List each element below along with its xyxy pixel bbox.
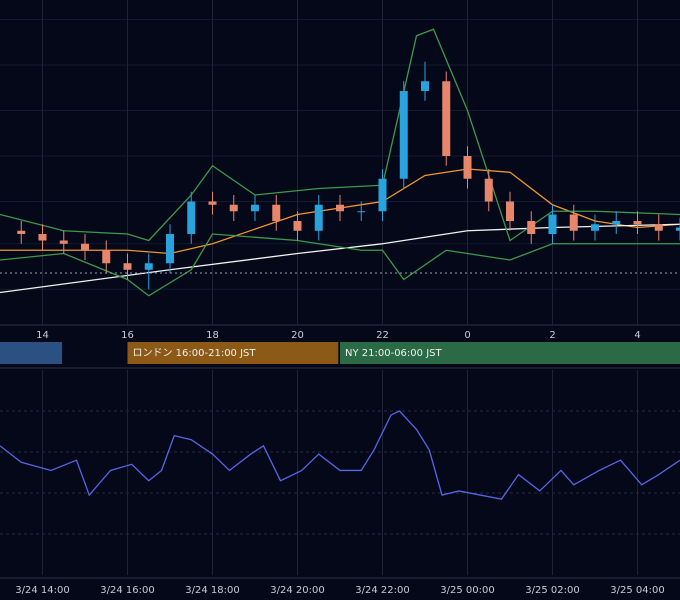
session-bar — [0, 342, 63, 364]
candle-body — [463, 156, 472, 179]
candle-body — [378, 178, 387, 212]
x-tick-label: 14 — [36, 330, 49, 341]
candle-body — [208, 201, 217, 205]
session-label: NY 21:00-06:00 JST — [345, 348, 442, 359]
candle-body — [399, 91, 408, 179]
candle-body — [676, 227, 680, 231]
candle-body — [272, 204, 281, 221]
x-tick-label: 22 — [376, 330, 389, 341]
candle-body — [421, 81, 429, 91]
candle-body — [59, 240, 68, 244]
x-tick-label: 2 — [549, 330, 555, 341]
x-tick-label: 3/25 04:00 — [610, 585, 664, 596]
candle-body — [548, 214, 557, 234]
candle-body — [293, 221, 302, 231]
session-label: ロンドン 16:00-21:00 JST — [133, 348, 257, 359]
candle-body — [612, 221, 621, 225]
candle-body — [81, 243, 89, 251]
candle-body — [251, 204, 259, 212]
x-tick-label: 16 — [121, 330, 134, 341]
candle-body — [442, 81, 451, 156]
x-tick-label: 3/24 22:00 — [355, 585, 409, 596]
candle-body — [506, 201, 514, 221]
indicator-line — [0, 410, 680, 500]
x-tick-label: 3/24 18:00 — [185, 585, 239, 596]
session-bar — [127, 342, 339, 364]
candle-body — [229, 204, 238, 212]
x-tick-label: 4 — [634, 330, 640, 341]
candle-body — [166, 234, 174, 264]
candle-body — [357, 211, 366, 213]
candle-body — [569, 214, 578, 231]
session-bar — [340, 342, 680, 364]
x-tick-label: 20 — [291, 330, 304, 341]
candle-body — [336, 204, 344, 212]
candle-body — [144, 263, 153, 270]
candle-body — [314, 204, 323, 231]
candle-body — [591, 224, 599, 231]
candle-body — [484, 178, 493, 202]
x-tick-label: 3/25 02:00 — [525, 585, 579, 596]
candle-body — [102, 250, 111, 264]
candle-body — [38, 234, 47, 241]
x-tick-label: 0 — [464, 330, 470, 341]
x-tick-label: 3/24 16:00 — [100, 585, 154, 596]
x-tick-label: 18 — [206, 330, 219, 341]
candle-body — [654, 224, 663, 231]
x-tick-label: 3/25 00:00 — [440, 585, 494, 596]
x-tick-label: 3/24 20:00 — [270, 585, 324, 596]
candle-body — [17, 230, 26, 234]
x-tick-label: 3/24 14:00 — [15, 585, 69, 596]
candle-body — [527, 221, 536, 234]
candle-body — [187, 201, 196, 234]
candle-body — [123, 263, 132, 270]
candle-body — [633, 221, 642, 225]
indicator-line — [0, 233, 680, 297]
